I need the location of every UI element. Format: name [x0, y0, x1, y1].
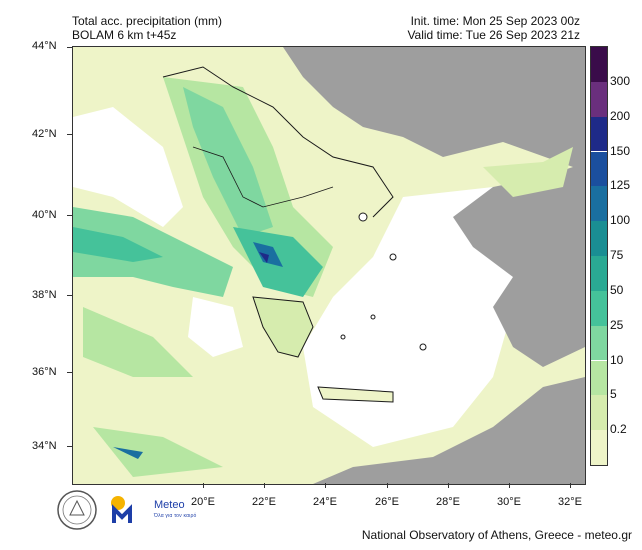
lon-tick	[203, 483, 204, 488]
meteo-logo	[111, 496, 132, 523]
colorbar-level-label: 100	[610, 213, 631, 228]
lat-tick	[67, 215, 72, 216]
colorbar-segment	[591, 81, 607, 117]
colorbar-level-label: 75	[610, 248, 624, 262]
lat-label-40: 40°N	[32, 209, 57, 221]
lat-label-42: 42°N	[32, 128, 57, 140]
colorbar-level-label: 10	[610, 352, 624, 367]
peloponnese	[252, 296, 314, 358]
lon-label-30: 30°E	[497, 496, 521, 508]
lat-label-34: 34°N	[32, 440, 57, 452]
lon-tick	[387, 483, 388, 488]
rain-band-southwest	[83, 307, 193, 377]
lat-label-36: 36°N	[32, 366, 57, 378]
rain-cell-south	[113, 447, 143, 459]
lat-label-44: 44°N	[32, 40, 57, 52]
island-rhodes	[419, 343, 427, 351]
region-borders	[192, 146, 334, 208]
lat-tick	[67, 295, 72, 296]
lat-tick	[67, 372, 72, 373]
colorbar-level-label: 50	[610, 282, 624, 297]
valid-time: Valid time: Tue 26 Sep 2023 21z	[407, 28, 580, 42]
footer-credit: National Observatory of Athens, Greece -…	[361, 528, 632, 542]
map-canvas	[73, 47, 585, 484]
turkey-land	[283, 47, 585, 367]
colorbar-segment	[591, 360, 607, 396]
bulgaria-land	[303, 47, 373, 107]
lon-label-28: 28°E	[436, 496, 460, 508]
colorbar-level-label: 300	[610, 73, 631, 88]
title-line-2: BOLAM 6 km t+45z	[72, 28, 177, 42]
rain-max-core	[253, 242, 283, 267]
black-sea-rain	[483, 147, 573, 197]
lon-tick	[264, 483, 265, 488]
meteo-wordmark: Meteo	[154, 499, 185, 511]
colorbar-segment	[591, 290, 607, 326]
rain-band-west-core	[73, 227, 163, 262]
lat-tick	[67, 47, 72, 48]
lon-tick	[570, 483, 571, 488]
title-line-1: Total acc. precipitation (mm)	[72, 14, 223, 28]
lon-label-24: 24°E	[313, 496, 337, 508]
colorbar-segment	[591, 430, 607, 465]
island-lesvos	[358, 212, 368, 222]
lat-label-38: 38°N	[32, 289, 57, 301]
country-borders	[162, 66, 394, 218]
colorbar-segment	[591, 395, 607, 431]
ionian-clear-patch	[188, 297, 243, 357]
crete	[317, 386, 394, 403]
colorbar-level-label: 200	[610, 108, 631, 123]
lon-tick	[448, 483, 449, 488]
colorbar-segment	[591, 221, 607, 256]
meteo-tagline: Όλα για τον καιρό	[154, 513, 197, 519]
colorbar-level-label: 150	[610, 143, 631, 158]
lon-label-32: 32°E	[558, 496, 582, 508]
colorbar-segment	[591, 151, 607, 187]
island-naxos	[370, 314, 376, 320]
colorbar-level-label: 5	[610, 387, 617, 402]
colorbar-segment	[591, 325, 607, 361]
lon-tick	[325, 483, 326, 488]
africa-land	[313, 377, 585, 484]
lon-label-22: 22°E	[252, 496, 276, 508]
colorbar-level-label: 125	[610, 178, 631, 193]
lon-label-26: 26°E	[375, 496, 399, 508]
adriatic-sea	[73, 107, 183, 227]
island-chios	[389, 253, 397, 261]
island-milos	[340, 334, 346, 340]
lat-tick	[67, 134, 72, 135]
map-title: Total acc. precipitation (mm) BOLAM 6 km…	[72, 14, 222, 42]
colorbar-level-label: 25	[610, 317, 624, 332]
lon-label-20: 20°E	[191, 496, 215, 508]
colorbar	[590, 46, 608, 466]
noa-seal-logo	[57, 490, 97, 530]
rain-band-south	[93, 427, 223, 477]
colorbar-segment	[591, 116, 607, 152]
colorbar-level-label: 0.2	[610, 422, 627, 437]
precipitation-map	[72, 46, 586, 485]
rain-albania	[183, 87, 273, 237]
colorbar-segment	[591, 186, 607, 222]
time-info: Init. time: Mon 25 Sep 2023 00z Valid ti…	[407, 14, 580, 42]
lon-tick	[509, 483, 510, 488]
colorbar-segment	[591, 47, 607, 82]
colorbar-segment	[591, 256, 607, 291]
lat-tick	[67, 446, 72, 447]
init-time: Init. time: Mon 25 Sep 2023 00z	[410, 14, 580, 28]
rain-max-peak	[259, 252, 269, 263]
